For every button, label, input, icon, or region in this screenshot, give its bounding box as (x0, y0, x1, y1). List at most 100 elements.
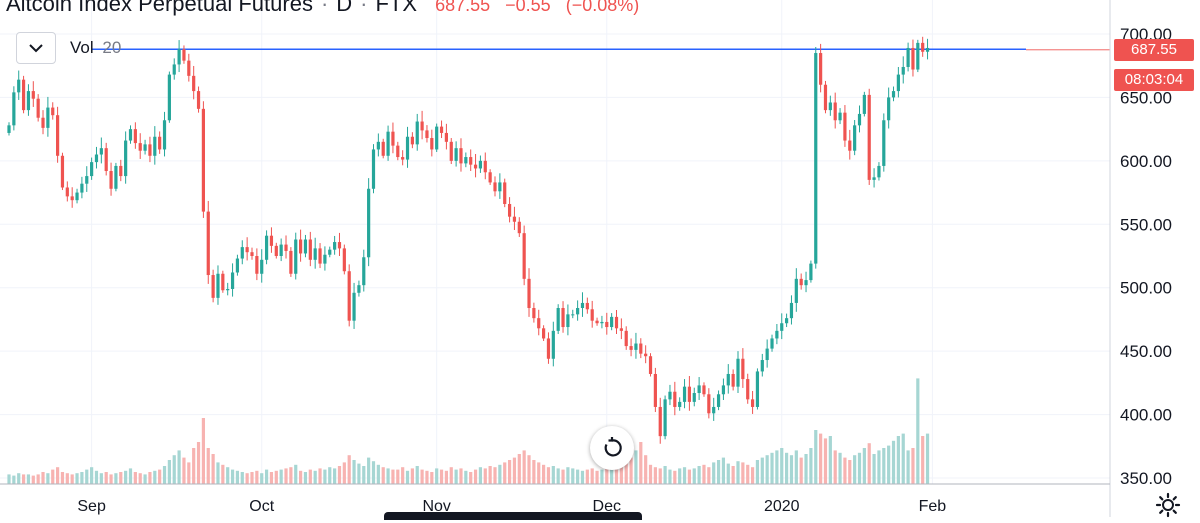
volume-bar (542, 464, 546, 484)
candle-body (853, 125, 857, 151)
volume-bar (454, 469, 458, 484)
volume-bar (187, 462, 191, 484)
volume-bar (590, 468, 594, 484)
candle-body (921, 42, 925, 52)
volume-bar (99, 473, 103, 484)
exchange-label: FTX (375, 0, 418, 16)
volume-bar (401, 467, 405, 484)
last-price-badge: 687.55 (1114, 38, 1194, 61)
candle-body (138, 143, 142, 151)
volume-bar (367, 457, 371, 484)
volume-bar (794, 450, 798, 484)
volume-bar (702, 464, 706, 484)
volume-bar (371, 461, 376, 484)
candle-body (702, 385, 706, 395)
volume-bar (114, 473, 118, 484)
collapse-legend-button[interactable] (16, 32, 56, 64)
price-tick-label: 550.00 (1120, 215, 1172, 234)
candle-body (114, 165, 118, 189)
volume-bar (653, 467, 657, 484)
candle-body (56, 115, 60, 156)
candle-body (337, 242, 342, 249)
volume-bar (721, 457, 726, 484)
candle-body (716, 394, 721, 407)
candle-body (133, 129, 137, 144)
volume-bar (31, 475, 35, 484)
chart-settings-button[interactable] (1155, 492, 1181, 518)
volume-bar (576, 469, 580, 484)
volume-bar (668, 469, 672, 484)
volume-bar (765, 455, 769, 484)
horizontal-resistance-line[interactable] (92, 48, 1110, 51)
candle-body (318, 248, 322, 264)
candle-body (449, 141, 453, 161)
candle-body (901, 66, 905, 75)
candle-body (21, 79, 26, 111)
volume-bar (741, 462, 745, 484)
candle-body (299, 239, 303, 254)
volume-bar (299, 470, 303, 484)
chart-axes (0, 0, 1111, 517)
volume-bar (303, 472, 308, 484)
candle-body (682, 386, 687, 402)
candle-body (357, 285, 361, 293)
candle-body (911, 47, 915, 70)
candle-body (532, 308, 536, 319)
volume-indicator-label[interactable]: Vol 20 (70, 38, 121, 58)
candle-body (177, 49, 181, 65)
volume-bar (211, 454, 215, 484)
candle-body (162, 120, 167, 150)
volume-bar (206, 448, 210, 484)
candle-body (712, 406, 716, 414)
volume-bar (328, 467, 332, 484)
candle-body (187, 60, 191, 76)
time-scale[interactable]: Sep Oct Nov Dec 2020 Feb (77, 498, 946, 515)
volume-bar (770, 452, 774, 484)
candle-body (104, 148, 108, 172)
candle-body (590, 309, 594, 321)
volume-bar (464, 470, 468, 484)
reset-chart-button[interactable] (590, 426, 634, 470)
volume-bar (192, 448, 196, 484)
candle-body (289, 250, 293, 274)
interval-label[interactable]: D (336, 0, 353, 16)
volume-bar (780, 448, 784, 484)
candle-body (196, 91, 201, 109)
candle-body (36, 98, 40, 118)
volume-bar (610, 468, 614, 484)
time-tick-label: Feb (919, 498, 947, 515)
candle-body (488, 172, 492, 183)
volume-bar (415, 466, 419, 484)
volume-bar (580, 470, 585, 484)
candle-body (848, 140, 852, 151)
candle-body (221, 273, 225, 291)
candle-body (891, 91, 896, 98)
candle-body (269, 235, 274, 246)
volume-bar (90, 467, 94, 484)
candle-body (235, 258, 240, 273)
volume-bar (158, 469, 162, 484)
candle-body (371, 149, 376, 189)
candle-body (376, 141, 380, 150)
volume-bar (731, 466, 735, 484)
candle-body (576, 308, 580, 315)
volume-bar (707, 467, 711, 484)
volume-bar (56, 467, 60, 484)
candle-body (279, 244, 283, 256)
volume-bar (313, 470, 317, 484)
candle-body (804, 280, 808, 286)
bottom-panel-tab[interactable] (384, 512, 642, 520)
volume-bar (750, 467, 755, 484)
volume-bar (41, 472, 45, 484)
volume-bar (517, 454, 521, 484)
volume-bar (498, 464, 502, 484)
volume-bar (887, 445, 891, 484)
candle-body (65, 187, 69, 197)
candle-body (201, 108, 205, 212)
volume-bar (901, 433, 905, 484)
volume-bar (250, 472, 254, 484)
symbol-name: Altcoin Index Perpetual Futures (6, 0, 313, 16)
bar-countdown-badge: 08:03:04 (1114, 68, 1194, 91)
volume-bar (284, 468, 288, 484)
